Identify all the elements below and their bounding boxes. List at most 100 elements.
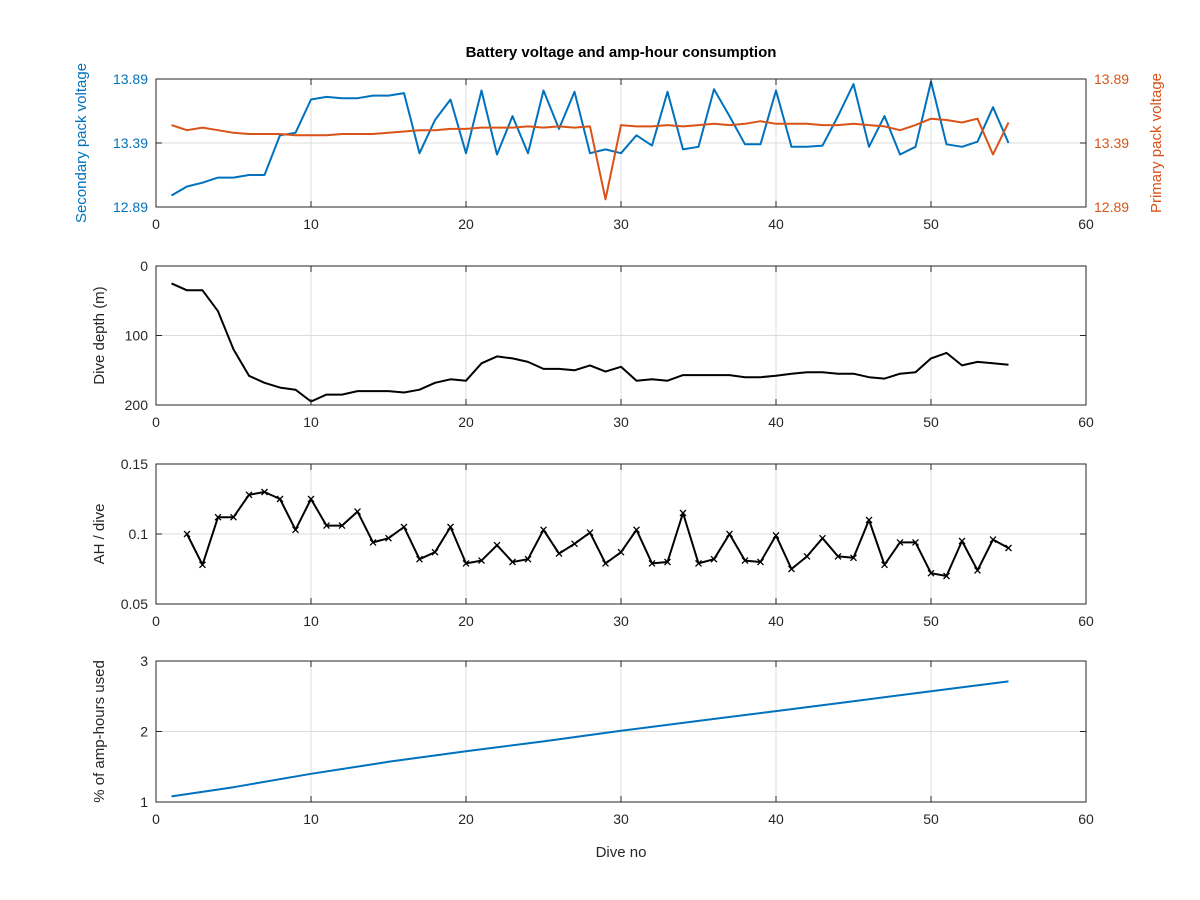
data-point-marker [710, 555, 718, 563]
x-axis-label: Dive no [596, 844, 647, 861]
series-line-2 [171, 117, 1010, 201]
data-point-marker [261, 488, 268, 496]
y-tick-label: 13.39 [113, 135, 148, 151]
data-point-marker [865, 516, 873, 524]
series-line-1 [186, 491, 1009, 577]
x-tick-label: 10 [303, 811, 319, 827]
data-point-marker [323, 522, 330, 530]
x-tick-label: 10 [303, 414, 319, 430]
x-tick-label: 50 [923, 414, 939, 430]
data-point-marker [571, 540, 578, 548]
y-tick-label: 0.1 [129, 526, 149, 542]
x-tick-label: 40 [768, 414, 784, 430]
x-tick-label: 20 [458, 414, 474, 430]
data-point-marker [974, 566, 981, 574]
panel-1: 0 10 20 30 40 50 6012.8913.3913.8912.8913.3913… [73, 63, 1165, 232]
x-tick-label: 40 [768, 216, 784, 232]
x-tick-label: 30 [613, 216, 629, 232]
data-point-marker [803, 552, 811, 560]
data-point-marker [726, 530, 733, 538]
data-point-marker [741, 557, 749, 565]
data-point-marker [338, 522, 346, 530]
panel-2: 0 10 20 30 40 50 60 0 100 200 Dive depth (m) [91, 258, 1094, 430]
data-point-marker [447, 523, 454, 531]
data-point-marker [230, 513, 237, 521]
data-point-marker [524, 555, 532, 563]
data-point-marker [462, 559, 470, 567]
data-point-marker [292, 526, 299, 534]
data-point-marker [679, 509, 687, 517]
x-tick-label: 60 [1078, 811, 1094, 827]
data-point-marker [633, 526, 640, 534]
data-point-marker [602, 559, 609, 567]
y-tick-label: 1 [140, 794, 148, 810]
data-point-marker [354, 508, 361, 516]
data-point-marker [555, 550, 563, 558]
data-point-marker [757, 558, 764, 566]
data-point-marker [586, 529, 594, 537]
x-tick-label: 40 [768, 613, 784, 629]
x-tick-label: 50 [923, 613, 939, 629]
data-point-marker [509, 558, 516, 566]
x-tick-label: 50 [923, 216, 939, 232]
data-point-marker [664, 558, 671, 566]
data-point-marker [493, 541, 501, 549]
x-tick-label: 60 [1078, 216, 1094, 232]
data-point-marker [540, 526, 547, 534]
x-tick-label: 50 [923, 811, 939, 827]
x-tick-label: 60 [1078, 414, 1094, 430]
y-right-tick-label: 13.89 [1094, 71, 1129, 87]
series-line-1 [171, 680, 1009, 798]
data-point-marker [1005, 544, 1012, 552]
y-axis-label: % of amp-hours used [91, 660, 108, 803]
y-right-tick-label: 13.39 [1094, 135, 1129, 151]
y-tick-label: 12.89 [113, 199, 148, 215]
data-point-marker [943, 572, 950, 580]
data-point-marker [834, 552, 842, 560]
data-point-marker [199, 561, 206, 569]
x-tick-label: 0 [152, 811, 160, 827]
data-point-marker [772, 531, 780, 539]
data-point-marker [245, 491, 253, 499]
y-tick-label: 3 [140, 653, 148, 669]
data-point-marker [400, 523, 408, 531]
data-point-marker [307, 495, 315, 503]
x-tick-label: 0 [152, 414, 160, 430]
data-point-marker [850, 554, 857, 562]
x-tick-label: 10 [303, 613, 319, 629]
y-tick-label: 0.15 [121, 456, 148, 472]
y-tick-label: 200 [125, 397, 149, 413]
x-tick-label: 20 [458, 216, 474, 232]
data-point-marker [896, 538, 904, 546]
data-point-marker [648, 559, 656, 567]
x-tick-label: 20 [458, 811, 474, 827]
data-point-marker [478, 557, 485, 565]
x-tick-label: 60 [1078, 613, 1094, 629]
x-tick-label: 30 [613, 613, 629, 629]
y-tick-label: 100 [125, 328, 149, 344]
data-point-marker [695, 559, 702, 567]
y-axis-label: Secondary pack voltage [73, 63, 90, 223]
y-tick-label: 0 [140, 258, 148, 274]
data-point-marker [819, 534, 826, 542]
data-point-marker [989, 536, 997, 544]
data-point-marker [369, 538, 377, 546]
data-point-marker [431, 548, 439, 556]
data-point-marker [788, 565, 795, 573]
chart-title: Battery voltage and amp-hour consumption [466, 44, 777, 61]
series-line-1 [170, 80, 1010, 197]
data-point-marker [183, 530, 191, 538]
data-point-marker [276, 495, 284, 503]
data-point-marker [214, 513, 222, 521]
data-point-marker [385, 534, 392, 542]
panel-4: 0 10 20 30 40 50 60 1 2 3 % of amp-hours used Dive … [91, 653, 1094, 861]
data-point-marker [881, 561, 888, 569]
x-tick-label: 30 [613, 811, 629, 827]
data-point-marker [416, 555, 423, 563]
x-tick-label: 30 [613, 414, 629, 430]
y-axis-right-label: Primary pack voltage [1148, 73, 1165, 213]
y-axis-label: Dive depth (m) [91, 286, 108, 384]
data-point-marker [912, 538, 919, 546]
x-tick-label: 20 [458, 613, 474, 629]
